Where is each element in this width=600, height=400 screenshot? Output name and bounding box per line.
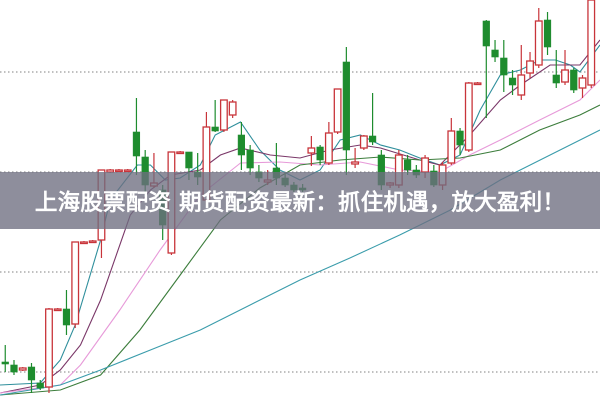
candle [115, 169, 123, 173]
candle [237, 122, 245, 170]
candle [561, 50, 569, 85]
candle [219, 99, 228, 132]
candle [517, 45, 526, 100]
candle [228, 100, 237, 118]
candle-body [508, 77, 517, 86]
candle-body [123, 169, 132, 173]
candle-body [342, 61, 350, 151]
candle-body [473, 82, 482, 86]
candle [526, 52, 534, 78]
candle-body [1, 361, 9, 365]
candle [464, 82, 473, 152]
candle [534, 8, 543, 68]
candle [473, 82, 482, 86]
candle [456, 128, 464, 155]
candle-body [351, 161, 360, 165]
candle-body [587, 0, 596, 86]
candle-body [500, 57, 508, 76]
moving-average-line [0, 39, 600, 394]
candle-body [316, 146, 324, 161]
candle-body [517, 74, 526, 96]
title-banner: 上海股票配资 期货配资最新：抓住机遇，放大盈利！ [0, 172, 600, 229]
candle-body [447, 130, 456, 164]
candle [10, 360, 18, 375]
candle-body [359, 135, 368, 149]
candle-body [534, 20, 543, 66]
candle-body [71, 241, 80, 325]
candle [500, 40, 508, 92]
candle-body [53, 308, 62, 312]
candle-body [237, 134, 245, 156]
candle-body [324, 132, 333, 164]
candle-body [185, 151, 193, 169]
candle [18, 367, 27, 371]
candle-body [561, 69, 569, 83]
candle-body [176, 151, 185, 155]
candle-body [333, 88, 342, 133]
candle-body [421, 157, 430, 173]
candle [578, 75, 587, 98]
candle [45, 308, 53, 393]
candle [359, 135, 368, 150]
candle-body [307, 147, 316, 154]
candle [88, 240, 97, 244]
candle [176, 151, 185, 155]
candle-body [456, 130, 464, 146]
candle-body [491, 49, 499, 58]
candle [368, 93, 377, 145]
candle-body [570, 69, 578, 91]
candle [447, 118, 456, 165]
candle [211, 100, 219, 132]
candle-body [482, 20, 490, 47]
candle-body [403, 159, 412, 171]
candle-body [368, 135, 377, 143]
candle [71, 241, 80, 328]
moving-average-line [0, 79, 600, 394]
candle-body [228, 101, 237, 116]
candle [342, 47, 350, 175]
candle-body [464, 82, 473, 151]
candle-body [62, 308, 71, 326]
candle [508, 70, 517, 95]
candle [333, 88, 342, 134]
candle [587, 0, 596, 88]
candle-body [211, 126, 219, 132]
candle [543, 12, 552, 55]
candle [36, 380, 44, 390]
candle-body [88, 240, 97, 244]
candle [80, 241, 88, 245]
candle-body [18, 367, 27, 371]
candle-body [578, 77, 587, 89]
candle-body [526, 60, 534, 74]
candle-body [27, 366, 36, 381]
moving-average-line [0, 129, 600, 396]
candle [132, 98, 141, 175]
candle [307, 136, 316, 166]
candle [316, 145, 324, 165]
candle [62, 290, 71, 335]
candle [123, 169, 132, 173]
candle-body [246, 149, 254, 169]
candle-body [552, 74, 560, 84]
candle [491, 40, 499, 62]
candle [324, 122, 333, 165]
candle-body [115, 169, 123, 173]
banner-title: 上海股票配资 期货配资最新：抓住机遇，放大盈利！ [34, 189, 566, 216]
candle-body [219, 99, 228, 131]
candle-body [45, 308, 53, 388]
candle [27, 363, 36, 393]
candle [570, 68, 578, 93]
candle [552, 50, 560, 88]
candle [53, 308, 62, 312]
candle-body [10, 364, 18, 373]
candle-body [36, 382, 44, 389]
candle [1, 345, 9, 372]
candle [482, 20, 490, 118]
candle-body [80, 241, 88, 245]
candle-body [132, 131, 141, 157]
candle [351, 148, 360, 168]
candle-body [543, 19, 552, 48]
